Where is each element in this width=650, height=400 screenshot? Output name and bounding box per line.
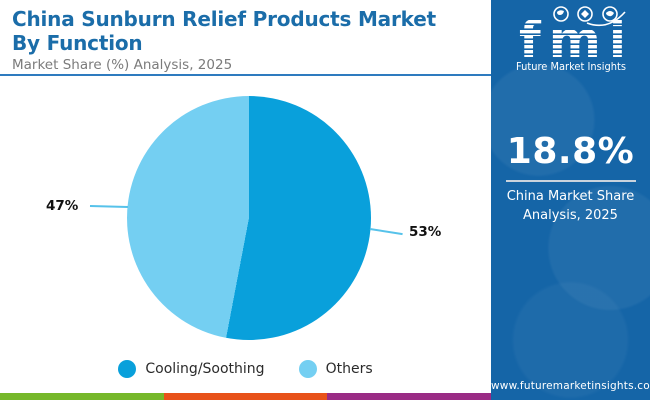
sidebar: fmi Future Market Insights 18.8% China M… — [491, 0, 650, 400]
fmi-logo: fmi Future Market Insights — [516, 6, 627, 73]
left-leader-line — [89, 205, 129, 208]
stat-value: 18.8% — [506, 131, 635, 172]
legend-label-cooling: Cooling/Soothing — [145, 361, 265, 377]
stat-divider — [505, 180, 636, 182]
cooling-legend-dot-icon — [118, 360, 137, 378]
globe-icon — [552, 6, 569, 22]
others-legend-dot-icon — [298, 360, 317, 378]
chart-panel: China Sunburn Relief Products Market By … — [0, 7, 492, 400]
header-divider — [0, 74, 491, 76]
page-subtitle: Market Share (%) Analysis, 2025 — [12, 57, 233, 73]
legend-item-others: Others — [298, 360, 373, 378]
brand-text: fmi — [519, 11, 627, 69]
legend: Cooling/Soothing Others — [0, 360, 491, 378]
cooling-percent-label: 53% — [409, 224, 442, 240]
footer-stripe — [327, 393, 492, 400]
page-title-line-1: China Sunburn Relief Products Market — [12, 7, 436, 31]
others-percent-label: 47% — [46, 198, 79, 214]
orbit-arc-icon — [586, 11, 626, 27]
pie-chart — [127, 96, 371, 340]
footer-stripe — [163, 393, 328, 400]
footer-stripe — [0, 393, 164, 400]
footer-stripes — [0, 393, 492, 400]
stat-label: China Market Share Analysis, 2025 — [506, 189, 635, 223]
brand-subtext: Future Market Insights — [516, 61, 626, 73]
legend-label-others: Others — [325, 361, 373, 377]
globe-icon — [576, 6, 593, 22]
page-title-line-2: By Function — [12, 31, 143, 56]
right-leader-line — [369, 228, 403, 235]
website-link[interactable]: www.futuremarketinsights.com — [491, 380, 650, 392]
legend-item-cooling: Cooling/Soothing — [118, 360, 265, 378]
page-title: China Sunburn Relief Products Market By … — [12, 7, 436, 56]
globe-icon — [601, 6, 618, 22]
